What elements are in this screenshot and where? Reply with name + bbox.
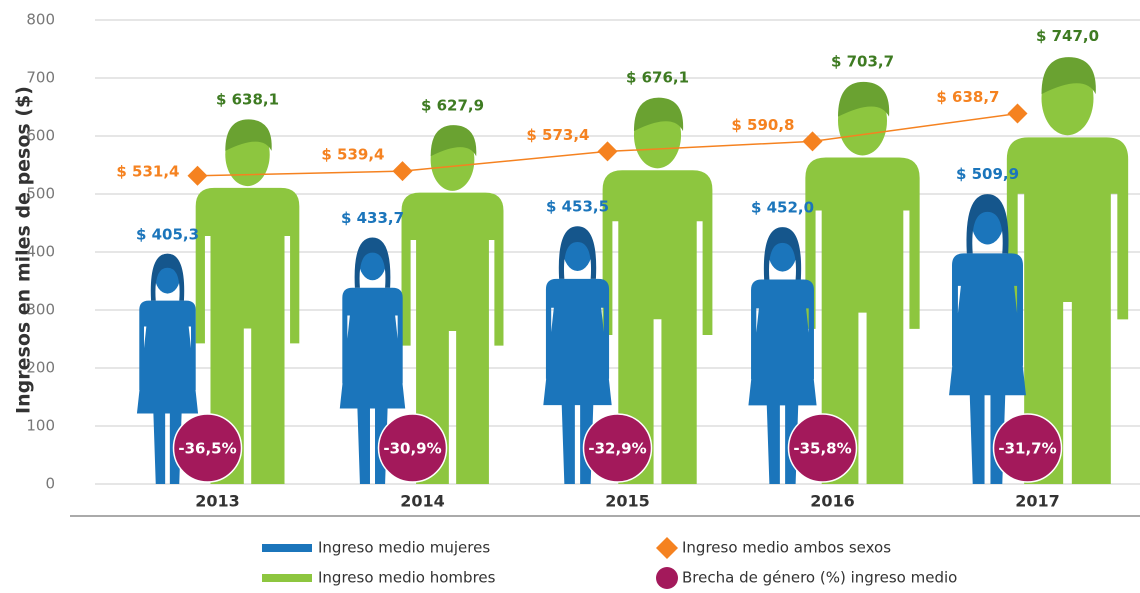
legend-label: Ingreso medio mujeres (318, 539, 490, 557)
marker (598, 141, 618, 161)
legend-swatch (656, 567, 678, 589)
y-tick-label: 400 (26, 243, 55, 261)
data-label: $ 676,1 (626, 68, 689, 86)
data-label: $ 453,5 (546, 197, 609, 215)
data-label: $ 573,4 (526, 126, 589, 144)
data-label: $ 405,3 (136, 225, 199, 243)
data-label: -35,8% (793, 440, 851, 458)
legend-label: Ingreso medio hombres (318, 569, 496, 587)
marker (1008, 104, 1028, 124)
x-tick-label: 2013 (195, 492, 240, 511)
y-tick-label: 800 (26, 11, 55, 29)
legend-label: Brecha de género (%) ingreso medio (682, 569, 957, 587)
legend-swatch (262, 544, 312, 552)
data-label: -31,7% (998, 440, 1056, 458)
data-label: $ 703,7 (831, 52, 894, 70)
x-tick-label: 2015 (605, 492, 650, 511)
data-label: $ 590,8 (731, 116, 794, 134)
data-label: $ 509,9 (956, 165, 1019, 183)
data-label: -32,9% (588, 440, 646, 458)
data-label: $ 627,9 (421, 96, 484, 114)
data-label: $ 452,0 (751, 198, 814, 216)
y-tick-label: 200 (26, 359, 55, 377)
y-tick-label: 600 (26, 127, 55, 145)
marker (803, 131, 823, 151)
legend-swatch (262, 574, 312, 582)
y-tick-label: 700 (26, 69, 55, 87)
x-tick-label: 2014 (400, 492, 445, 511)
x-tick-label: 2016 (810, 492, 855, 511)
legend-label: Ingreso medio ambos sexos (682, 539, 891, 557)
y-tick-label: 300 (26, 301, 55, 319)
y-tick-label: 500 (26, 185, 55, 203)
data-label: $ 531,4 (116, 162, 179, 180)
y-tick-label: 100 (26, 417, 55, 435)
data-label: $ 747,0 (1036, 27, 1099, 45)
data-label: $ 638,7 (936, 88, 999, 106)
chart: Ingresos en miles de pesos ($) 010020030… (0, 0, 1140, 593)
marker (188, 166, 208, 186)
y-tick-label: 0 (45, 475, 55, 493)
marker (393, 161, 413, 181)
data-label: -30,9% (383, 440, 441, 458)
data-label: -36,5% (178, 440, 236, 458)
data-label: $ 638,1 (216, 90, 279, 108)
x-tick-label: 2017 (1015, 492, 1060, 511)
data-label: $ 433,7 (341, 209, 404, 227)
legend-swatch (656, 537, 678, 559)
data-label: $ 539,4 (321, 146, 384, 164)
